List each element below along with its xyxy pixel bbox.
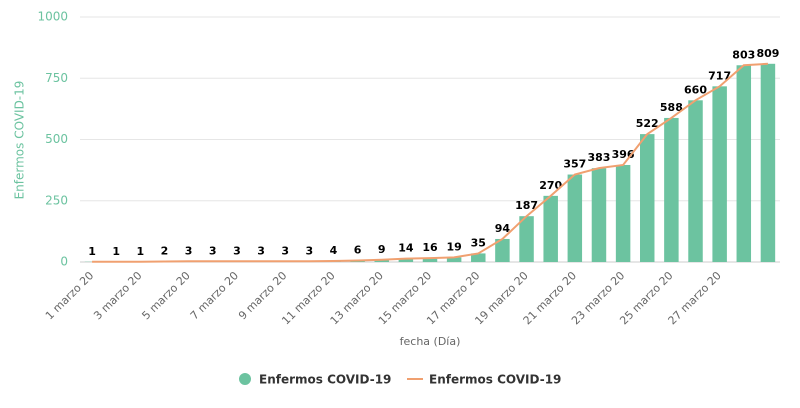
data-label: 1 xyxy=(137,245,145,258)
x-tick-label: 7 marzo 20 xyxy=(188,269,241,322)
data-label: 35 xyxy=(471,236,486,249)
data-label: 1 xyxy=(112,245,120,258)
legend-marker xyxy=(239,373,251,385)
data-label: 3 xyxy=(233,244,241,257)
bar xyxy=(664,118,678,262)
data-label: 383 xyxy=(587,151,610,164)
data-label: 14 xyxy=(398,242,414,255)
x-tick-label: 3 marzo 20 xyxy=(91,269,144,322)
data-label: 270 xyxy=(539,179,562,192)
legend-label: Enfermos COVID-19 xyxy=(259,373,391,387)
data-label: 3 xyxy=(281,244,289,257)
y-tick-label: 500 xyxy=(45,132,68,146)
data-label: 16 xyxy=(422,241,438,254)
data-label: 1 xyxy=(88,245,96,258)
y-tick-label: 750 xyxy=(45,71,68,85)
data-label: 3 xyxy=(257,244,265,257)
data-label: 3 xyxy=(209,244,217,257)
data-label: 803 xyxy=(732,48,755,61)
bar xyxy=(712,86,726,262)
bar xyxy=(688,100,702,262)
y-tick-label: 1000 xyxy=(37,10,68,24)
bar xyxy=(640,134,654,262)
bar xyxy=(761,64,775,262)
data-label: 6 xyxy=(354,244,362,257)
data-label: 357 xyxy=(563,158,586,171)
data-label: 9 xyxy=(378,243,386,256)
y-axis-title: Enfermos COVID-19 xyxy=(13,81,27,200)
bar xyxy=(568,175,582,262)
x-tick-label: 5 marzo 20 xyxy=(139,269,192,322)
data-label: 3 xyxy=(305,244,313,257)
data-label: 19 xyxy=(446,240,461,253)
bar xyxy=(543,196,557,262)
y-tick-label: 250 xyxy=(45,193,68,207)
bar xyxy=(737,65,751,262)
x-axis-title: fecha (Día) xyxy=(400,335,461,348)
bar xyxy=(616,165,630,262)
data-label: 2 xyxy=(161,245,169,258)
data-label: 809 xyxy=(756,47,779,60)
bar xyxy=(592,168,606,262)
x-tick-label: 1 marzo 20 xyxy=(43,269,96,322)
data-label: 4 xyxy=(330,244,338,257)
y-tick-label: 0 xyxy=(60,255,68,269)
bar xyxy=(519,216,533,262)
legend-label: Enfermos COVID-19 xyxy=(429,373,561,387)
x-tick-label: 9 marzo 20 xyxy=(236,269,289,322)
data-label: 3 xyxy=(185,244,193,257)
